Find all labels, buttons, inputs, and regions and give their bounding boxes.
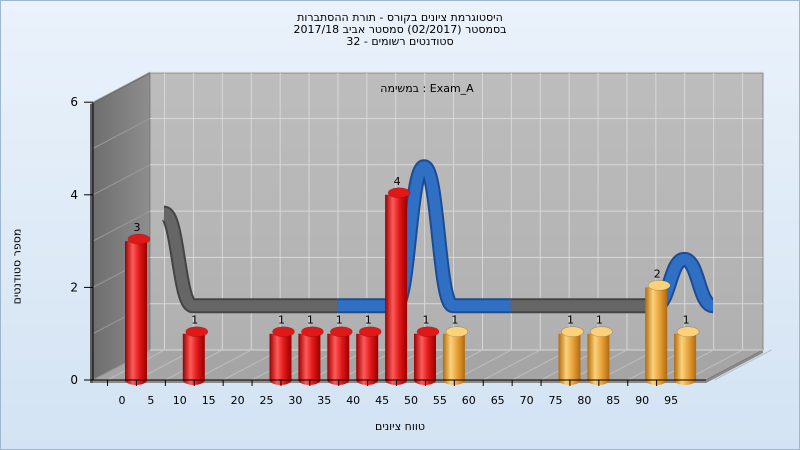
- bar-body: [327, 333, 350, 385]
- chart-wall-edge: [90, 103, 93, 383]
- bar-top: [329, 326, 353, 338]
- bar-top: [127, 233, 151, 245]
- x-tick-label: 35: [317, 394, 331, 407]
- chart-title-line-3: סטודנטים רשומים - 32: [346, 35, 454, 48]
- x-tick-label: 5: [147, 394, 154, 407]
- y-tick-label: 2: [70, 280, 78, 294]
- grid-line-side: [92, 164, 151, 196]
- bar: 2: [645, 267, 671, 385]
- bar-body: [269, 333, 292, 385]
- x-tick-label: 45: [375, 394, 389, 407]
- bar: 3: [125, 221, 151, 385]
- y-axis-label-wrap: מספר סטודנטים: [2, 180, 32, 370]
- y-tick-label: 6: [70, 95, 78, 109]
- grid-line-floor: [483, 349, 541, 381]
- bar-value-label: 1: [191, 314, 198, 327]
- grid-line-side: [92, 210, 151, 242]
- grid-line-side: [92, 118, 151, 149]
- bar-body: [645, 287, 668, 385]
- bar: 1: [674, 314, 700, 385]
- bar-top: [272, 326, 295, 338]
- bar: 1: [356, 314, 382, 385]
- bar-body: [558, 333, 581, 385]
- x-tick-label: 90: [635, 394, 649, 407]
- x-tick-label: 70: [520, 394, 534, 407]
- x-tick-label: 85: [606, 394, 620, 407]
- x-tick-label: 95: [664, 394, 678, 407]
- bar-top: [416, 326, 440, 338]
- bar-value-label: 1: [365, 314, 372, 327]
- x-tick-label: 30: [288, 394, 302, 407]
- bar-value-label: 2: [654, 267, 661, 280]
- chart-annotation: במשימה : Exam_A: [380, 82, 474, 95]
- bar-body: [182, 333, 205, 385]
- bar: 1: [587, 314, 613, 385]
- bar-body: [356, 333, 379, 385]
- bar-value-label: 1: [336, 314, 343, 327]
- x-tick-label: 40: [346, 394, 360, 407]
- bar-top: [590, 326, 613, 338]
- x-tick-label: 80: [577, 394, 591, 407]
- chart-title-line-1: היסטוגרמת ציונים בקורס - תורת ההסתברות: [297, 11, 503, 24]
- bar-value-label: 3: [134, 221, 141, 234]
- x-tick-label: 75: [549, 394, 563, 407]
- bar-body: [298, 333, 321, 385]
- bar-top: [676, 326, 700, 338]
- grid-line-floor: [714, 349, 772, 381]
- bar-top: [358, 326, 382, 338]
- bar: 1: [442, 314, 469, 385]
- bar-body: [414, 333, 436, 385]
- y-axis-label: מספר סטודנטים: [10, 228, 24, 305]
- bar-value-label: 1: [683, 314, 690, 327]
- bar: 1: [327, 314, 353, 385]
- bar-top: [185, 326, 209, 338]
- grid-line-side: [92, 71, 151, 103]
- y-tick-label: 0: [70, 373, 78, 387]
- bar-value-label: 1: [307, 314, 314, 327]
- x-tick-label: 20: [231, 394, 245, 407]
- x-tick-label: 15: [202, 394, 216, 407]
- x-tick-label: 0: [119, 394, 126, 407]
- y-tick-label: 4: [70, 188, 78, 202]
- bar-body: [385, 194, 408, 385]
- bar-top: [561, 326, 584, 338]
- chart-title-line-2: בסמסטר (02/2017) סמסטר אביב 2017/18: [293, 23, 507, 36]
- x-tick-label: 10: [173, 394, 187, 407]
- bar: 1: [558, 314, 584, 385]
- x-tick-label: 55: [433, 394, 447, 407]
- bar-top: [387, 187, 411, 199]
- bar: 1: [414, 314, 440, 385]
- x-tick-label: 25: [260, 394, 274, 407]
- bar: 1: [269, 314, 295, 385]
- bar: 4: [385, 175, 411, 385]
- ribbon-segment: [337, 161, 511, 312]
- bar-value-label: 1: [278, 314, 285, 327]
- x-tick-label: 50: [404, 394, 418, 407]
- bar-value-label: 1: [596, 314, 603, 327]
- bar-top: [445, 326, 469, 338]
- ribbon-segment: [161, 207, 338, 312]
- bar: 1: [182, 314, 209, 385]
- bar-series: 3 1 1 1 1 1 4 1 1 1 1 2 1: [125, 175, 700, 385]
- bar-body: [674, 333, 697, 385]
- bar-body: [587, 333, 610, 385]
- x-axis-label: טווח ציונים: [375, 420, 425, 433]
- bar-top: [647, 280, 671, 291]
- bar-value-label: 1: [423, 314, 430, 327]
- x-tick-label: 60: [462, 394, 476, 407]
- bar-value-label: 1: [451, 314, 458, 327]
- bar-value-label: 4: [394, 175, 401, 188]
- bar-value-label: 1: [567, 314, 574, 327]
- bar-body: [125, 241, 147, 385]
- bar-body: [442, 333, 465, 385]
- bar-top: [301, 326, 324, 338]
- bar: 1: [298, 314, 324, 385]
- x-tick-label: 65: [491, 394, 505, 407]
